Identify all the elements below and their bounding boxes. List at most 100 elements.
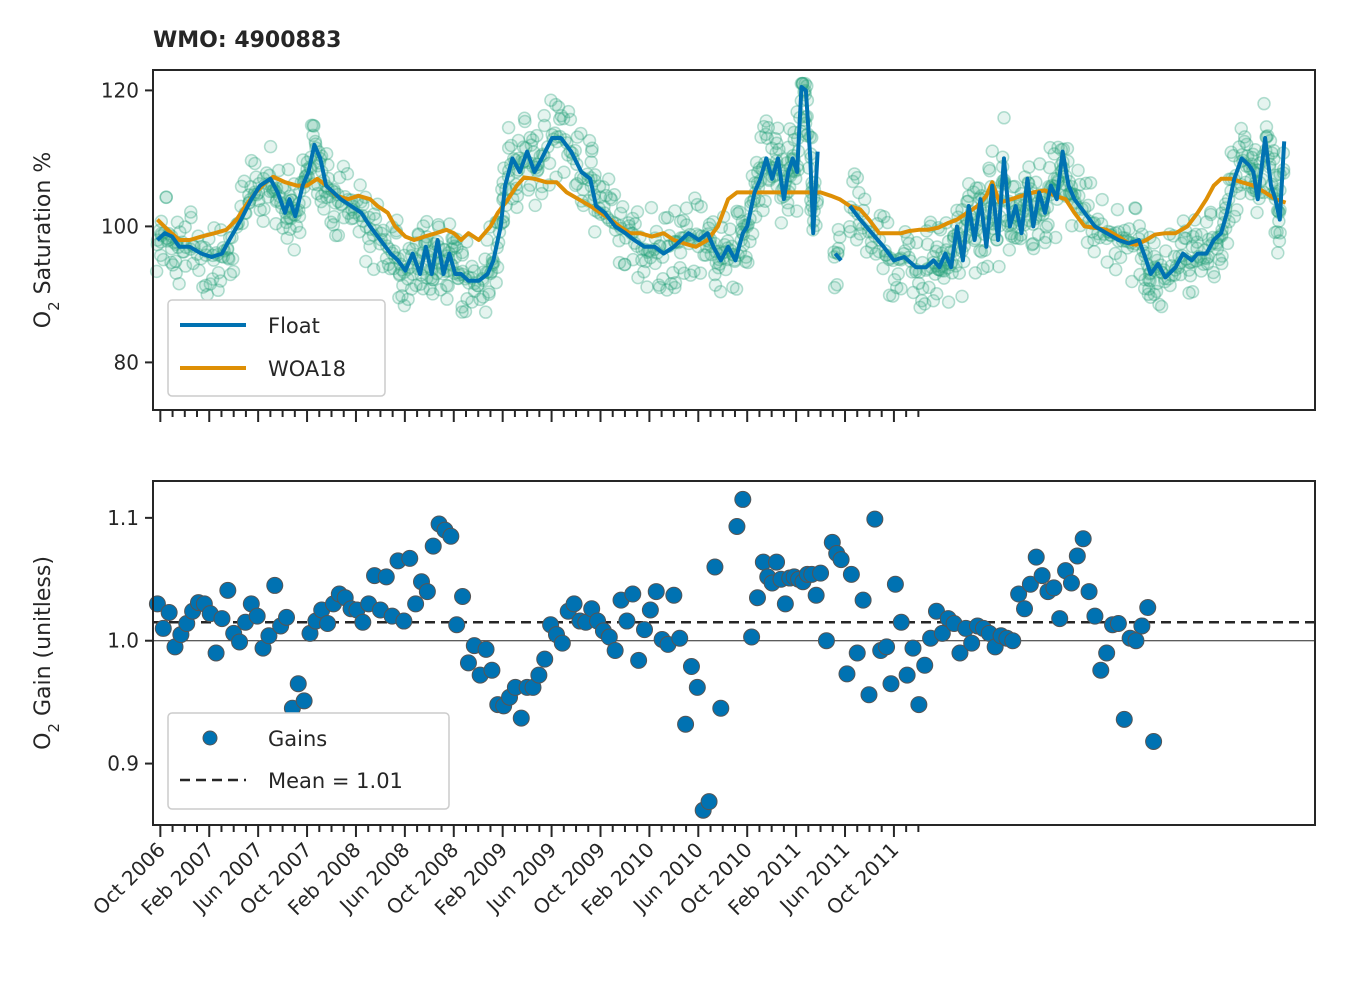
saturation-point [635,253,649,267]
gain-point [878,638,896,656]
saturation-point [510,200,524,215]
saturation-point [972,181,986,195]
gain-point [477,640,495,658]
saturation-point [281,162,296,177]
saturation-point [783,122,797,136]
saturation-point [426,287,440,301]
saturation-point [612,255,627,270]
saturation-point [929,244,943,259]
saturation-point [557,165,571,179]
saturation-point [423,282,437,296]
saturation-point [353,178,367,192]
saturation-point [1029,175,1043,190]
gain-point [266,576,284,594]
saturation-point [911,276,926,291]
gain-point [647,583,665,601]
saturation-point [876,261,890,276]
saturation-point [521,183,536,197]
saturation-point [1142,282,1156,296]
saturation-point [1259,120,1274,134]
saturation-point [287,243,302,257]
saturation-point [604,192,619,207]
saturation-point [186,256,200,271]
saturation-point [1183,269,1198,283]
saturation-point [534,186,549,201]
saturation-point [556,111,571,126]
gain-point [832,551,850,569]
saturation-point [1022,160,1036,174]
saturation-point [962,189,976,203]
gain-point [734,490,752,508]
saturation-point [234,179,249,194]
saturation-point [1108,262,1123,277]
saturation-point [922,280,936,295]
saturation-point [887,272,902,287]
gain-point [677,715,695,733]
saturation-point [1147,287,1162,302]
gain-point [706,558,724,576]
saturation-point [1204,207,1218,222]
saturation-point [392,266,407,281]
saturation-point [1271,246,1285,260]
saturation-point [1214,256,1229,271]
saturation-point [1163,278,1177,293]
saturation-point [749,155,764,170]
saturation-point [205,272,220,286]
saturation-point [153,248,168,263]
saturation-point [561,104,576,119]
saturation-point [660,210,675,225]
saturation-point [687,264,701,278]
saturation-point [757,119,771,134]
saturation-point [648,256,662,271]
saturation-point [336,159,351,174]
saturation-point [1080,235,1095,250]
saturation-point [332,170,347,185]
saturation-point [683,268,698,282]
saturation-point [950,203,964,218]
saturation-point [396,278,410,293]
saturation-point [392,268,407,282]
saturation-point [329,228,343,243]
saturation-point [1177,231,1192,245]
saturation-point [1073,177,1087,192]
gain-point [1092,661,1110,679]
saturation-point [376,259,390,274]
saturation-point [730,204,744,219]
saturation-point [607,188,622,202]
saturation-point [1185,239,1200,254]
saturation-point [827,280,842,295]
saturation-point [548,97,563,112]
saturation-point [1132,219,1147,233]
saturation-point [361,231,376,246]
saturation-point [1071,163,1085,178]
saturation-point [693,266,708,280]
gain-point [688,678,706,696]
saturation-point [1200,257,1215,271]
saturation-point [1048,230,1063,245]
saturation-point [781,140,795,155]
saturation-point [576,182,590,197]
gain-point [1115,710,1133,728]
saturation-point [1227,209,1242,224]
saturation-point [846,174,860,189]
saturation-point [221,251,235,265]
saturation-point [306,118,320,133]
saturation-point [920,237,935,252]
gain-point [207,644,225,662]
saturation-point [283,222,297,236]
saturation-point [476,290,490,304]
saturation-point [304,118,319,133]
saturation-point [955,289,969,304]
saturation-point [261,190,275,204]
saturation-point [894,281,908,296]
saturation-point [857,192,872,207]
saturation-point [310,186,325,201]
saturation-point [392,290,406,305]
saturation-point [537,108,551,123]
saturation-point [416,282,430,296]
saturation-point [1026,236,1040,251]
saturation-point [668,204,682,218]
gain-point [1139,599,1157,617]
saturation-point [842,219,857,234]
